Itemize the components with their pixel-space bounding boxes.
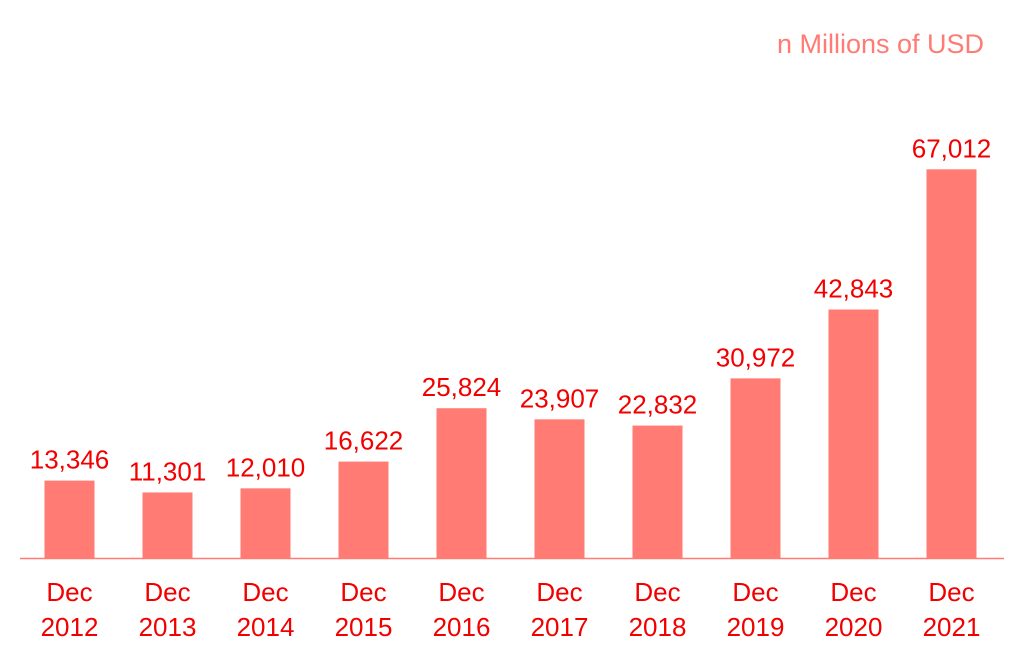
category-labels-layer: Dec 2012 Dec 2013 Dec 2014 Dec 2015 Dec 2016 Dec 20… <box>41 577 981 642</box>
chart-unit-label: n Millions of USD <box>776 29 984 59</box>
category-label-month: Dec <box>830 577 876 607</box>
category-label-month: Dec <box>242 577 288 607</box>
value-label: 11,301 <box>129 456 207 486</box>
bar-dec-2012 <box>44 480 95 558</box>
bar-dec-2021 <box>926 169 977 559</box>
category-label-year: 2020 <box>825 612 883 642</box>
category-label-year: 2012 <box>41 612 99 642</box>
value-label: 12,010 <box>226 452 306 482</box>
value-label: 22,832 <box>618 390 698 420</box>
bar-dec-2015 <box>338 461 389 558</box>
category-label-month: Dec <box>438 577 484 607</box>
category-label-year: 2016 <box>433 612 491 642</box>
category-label-year: 2017 <box>531 612 589 642</box>
value-label: 25,824 <box>422 372 502 402</box>
value-label: 13,346 <box>30 445 110 475</box>
bar-dec-2014 <box>240 488 291 558</box>
category-label-year: 2014 <box>237 612 295 642</box>
category-label-year: 2018 <box>629 612 687 642</box>
category-label-month: Dec <box>928 577 974 607</box>
category-label-year: 2015 <box>335 612 393 642</box>
category-label-month: Dec <box>536 577 582 607</box>
category-label-year: 2019 <box>727 612 785 642</box>
bar-dec-2019 <box>730 378 781 558</box>
value-label: 30,972 <box>716 342 796 372</box>
category-label-year: 2013 <box>139 612 197 642</box>
bars-layer <box>44 169 977 559</box>
value-label: 67,012 <box>912 133 992 163</box>
category-label-month: Dec <box>46 577 92 607</box>
category-label-month: Dec <box>340 577 386 607</box>
value-label: 23,907 <box>520 383 600 413</box>
bar-dec-2020 <box>828 309 879 558</box>
category-label-month: Dec <box>634 577 680 607</box>
category-label-month: Dec <box>732 577 778 607</box>
category-label-month: Dec <box>144 577 190 607</box>
value-label: 16,622 <box>324 426 404 456</box>
bar-dec-2017 <box>534 419 585 558</box>
bar-dec-2018 <box>632 425 683 558</box>
category-label-year: 2021 <box>923 612 981 642</box>
value-label: 42,843 <box>814 274 894 304</box>
bar-dec-2016 <box>436 408 487 558</box>
value-labels-layer: 13,346 11,301 12,010 16,622 25,824 23,907 22,8… <box>30 133 992 486</box>
bar-dec-2013 <box>142 492 193 558</box>
